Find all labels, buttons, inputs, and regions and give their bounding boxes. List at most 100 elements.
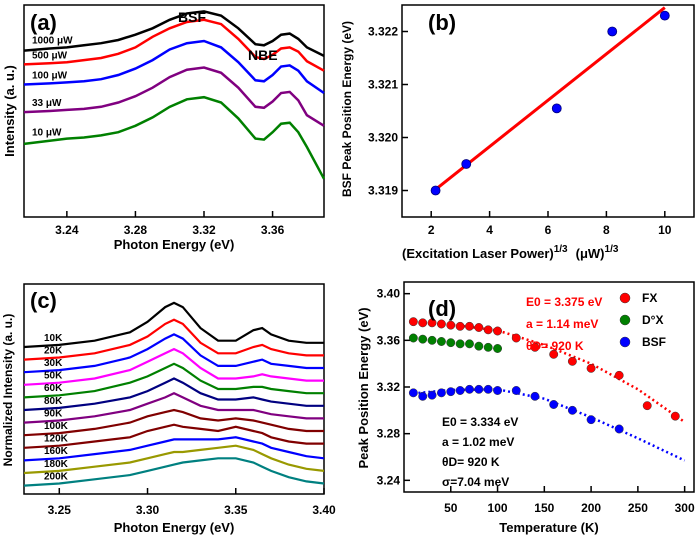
panel-a-series-label: 100 μW — [32, 70, 68, 81]
panel-d-point-fx — [483, 325, 493, 335]
panel-c-line-50k — [23, 347, 324, 386]
panel-d-point-fx — [418, 318, 428, 328]
panel-d-point-bsf — [483, 384, 493, 394]
panel-c-line-20k — [23, 318, 324, 361]
panel-c-series-label: 120K — [44, 434, 69, 445]
panel-c-label: (c) — [30, 288, 57, 313]
panel-d-ticks: 50 100 150 200 250 300 3.24 3.28 3.32 3.36 3.40 — [377, 287, 695, 515]
panel-b-point — [659, 10, 670, 21]
panel-2-xtick-label: 3.35 — [224, 503, 248, 517]
panel-b-xlabel-main: (Excitation Laser Power) — [402, 246, 554, 261]
panel-d-black-theta: θD= 920 K — [442, 455, 500, 469]
panel-b-xlabel-sup: 1/3 — [554, 244, 568, 255]
panel-d-red-e0: E0 = 3.375 eV — [526, 295, 602, 309]
panel-a-nbe-annotation: NBE — [248, 47, 278, 63]
legend-marker-d-x — [619, 314, 631, 326]
panel-d-ytick-label: 3.24 — [377, 473, 401, 487]
panel-d-point-fx — [408, 317, 418, 327]
panel-d-point-bsf — [408, 388, 418, 398]
panel-d-point-bsf — [614, 424, 624, 434]
panel-a-line-500-w — [23, 18, 325, 72]
panel-d-point-d-x — [493, 344, 502, 353]
panel-0-xtick-label: 3.24 — [55, 223, 79, 237]
panel-d-point-d-x — [418, 334, 428, 344]
panel-c-series-label: 10K — [44, 333, 63, 344]
panel-c-series-label: 60K — [44, 383, 63, 394]
panel-b-point — [461, 159, 472, 169]
panel-d-ytick-label: 3.32 — [377, 380, 401, 394]
panel-c-line-90k — [23, 391, 324, 424]
panel-b-ytick-label: 3.319 — [368, 184, 398, 198]
panel-a-series-label: 1000 μW — [32, 35, 73, 46]
panel-a-xlabel: Photon Energy (eV) — [114, 237, 235, 252]
panel-c-series-label: 180K — [44, 459, 69, 470]
panel-d-ytick-label: 3.40 — [377, 287, 401, 301]
panel-b-point — [430, 185, 441, 196]
panel-b-label: (b) — [428, 10, 456, 35]
panel-b-point — [607, 26, 618, 37]
panel-d-point-d-x — [436, 337, 446, 346]
panel-3-xtick-label: 300 — [675, 501, 695, 515]
panel-3-xtick-label: 100 — [488, 501, 508, 515]
panel-d-point-d-x — [408, 333, 418, 343]
panel-c-series-label: 30K — [44, 358, 63, 369]
panel-b-point — [551, 103, 562, 114]
panel-d-point-fx — [614, 370, 624, 380]
panel-d-ytick-label: 3.36 — [377, 333, 401, 347]
panel-2-xtick-label: 3.25 — [48, 503, 72, 517]
panel-a-line-10-w — [23, 95, 326, 180]
legend-marker-fx — [619, 292, 631, 304]
panel-d-point-fx — [567, 356, 577, 366]
panel-0-xtick-label: 3.36 — [261, 223, 285, 237]
panel-b-xlabel-unit: (μW) — [576, 246, 605, 261]
panel-b-plot — [430, 6, 670, 196]
panel-d-point-bsf — [567, 405, 577, 415]
panel-d-point-fx — [436, 319, 446, 329]
panel-a-curves — [23, 10, 326, 180]
panel-b-ylabel: BSF Peak Position Energy (eV) — [340, 21, 354, 197]
panel-c-line-60k — [23, 362, 324, 399]
panel-d-ylabel: Peak Position Energy (eV) — [356, 307, 371, 468]
panel-d-point-fx — [670, 411, 680, 421]
panel-c-line-160k — [23, 436, 325, 462]
panel-0-xtick-label: 3.28 — [124, 223, 148, 237]
panel-c-ylabel: Normalized Intensity (a. u.) — [1, 314, 15, 467]
panel-2-xtick-label: 3.40 — [312, 503, 336, 517]
panel-d-black-annotation: E0 = 3.334 eV a = 1.02 meV θD= 920 K σ=7… — [442, 415, 518, 489]
panel-b-frame — [401, 4, 695, 218]
panel-d-point-fx — [427, 318, 437, 328]
panel-1-xtick-label: 8 — [603, 223, 610, 237]
panel-d-legend: FX D°X BSF — [619, 291, 666, 349]
panel-d-point-bsf — [427, 390, 437, 400]
panel-c-curves — [23, 301, 325, 487]
panel-d-red-annotation: E0 = 3.375 eV a = 1.14 meV θD= 920 K — [526, 295, 602, 353]
panel-a: 3.24 3.28 3.32 3.36 (a) BSF NBE 1000 μW 500 … — [2, 4, 326, 252]
legend-label-d-x: D°X — [642, 313, 663, 327]
panel-3-xtick-label: 50 — [444, 501, 458, 515]
panel-d-point-fx — [586, 363, 596, 373]
panel-d-label: (d) — [428, 296, 456, 321]
panel-b-ytick-label: 3.322 — [368, 25, 398, 39]
panel-a-series-label: 33 μW — [32, 98, 62, 109]
panel-a-label: (a) — [30, 10, 57, 35]
panel-c-line-200k — [23, 457, 325, 487]
panel-a-series-label: 10 μW — [32, 128, 62, 139]
panel-c-series-label: 160K — [44, 446, 69, 457]
panel-a-line-33-w — [23, 66, 325, 127]
panel-c-series-label: 20K — [44, 345, 63, 356]
panel-d-point-bsf — [586, 415, 596, 425]
panel-d: 50 100 150 200 250 300 3.24 3.28 3.32 3.36 3.40 (d… — [356, 281, 695, 535]
panel-d-point-bsf — [455, 386, 465, 395]
panel-c-series-label: 200K — [44, 471, 69, 482]
panel-d-point-d-x — [474, 341, 484, 351]
panel-2-xtick-label: 3.30 — [136, 503, 160, 517]
panel-a-line-1000-w — [23, 10, 325, 58]
legend-marker-bsf — [619, 336, 631, 348]
panel-d-black-a: a = 1.02 meV — [442, 435, 514, 449]
panel-b-ytick-label: 3.320 — [368, 131, 398, 145]
panel-d-black-e0: E0 = 3.334 eV — [442, 415, 518, 429]
panel-d-point-fx — [549, 349, 559, 359]
panel-3-xtick-label: 250 — [628, 501, 648, 515]
panel-b-xlabel: (Excitation Laser Power)1/3 (μW)1/3 — [402, 244, 619, 261]
